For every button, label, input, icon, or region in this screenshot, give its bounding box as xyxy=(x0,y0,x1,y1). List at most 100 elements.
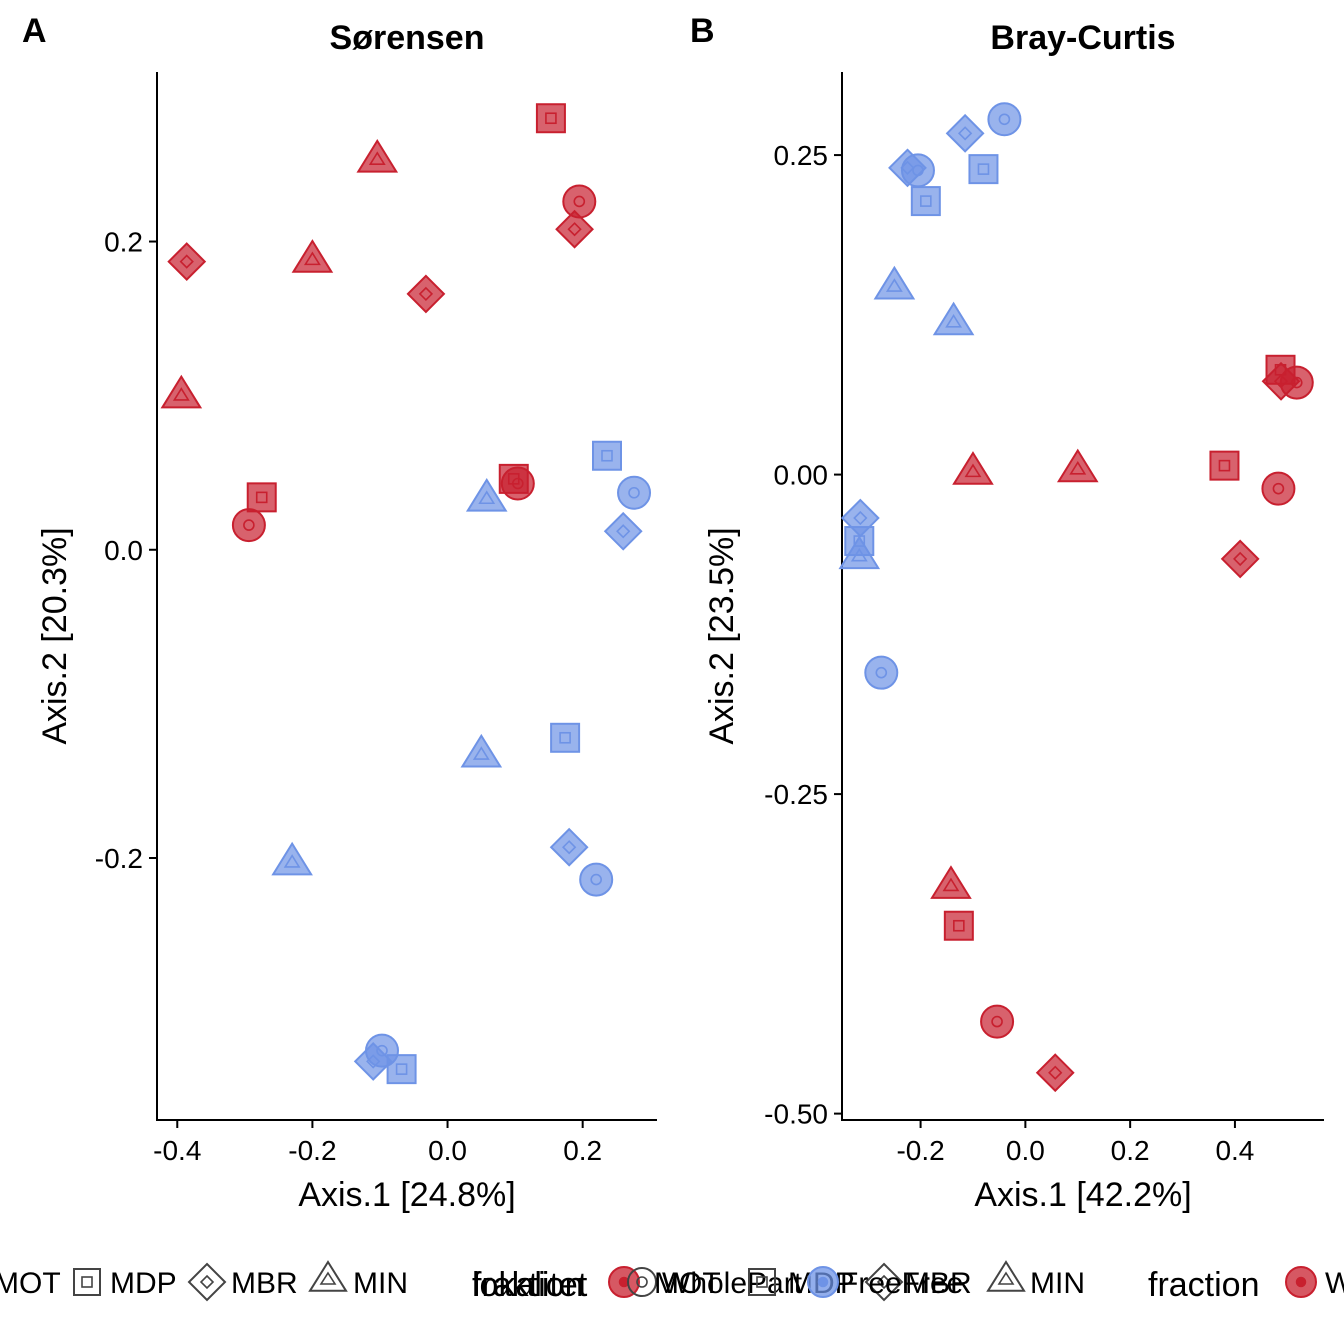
marker-fill xyxy=(618,477,650,509)
marker-fill xyxy=(233,509,265,541)
data-point-mot-free xyxy=(580,864,612,896)
key-inner xyxy=(321,1273,335,1284)
key-inner xyxy=(999,1273,1013,1284)
marker-fill xyxy=(580,864,612,896)
marker-fill xyxy=(988,103,1020,135)
x-tick-label: 0.0 xyxy=(428,1135,467,1166)
panel-b: B Bray-Curtis -0.2 0.0 0.2 0.4 -0.50 -0.25 0.00 0… xyxy=(690,12,1324,1214)
data-point-mdp-whole xyxy=(945,912,973,940)
key-outer xyxy=(310,1262,346,1291)
panel-title: Bray-Curtis xyxy=(990,19,1175,57)
panel-tag: B xyxy=(690,12,715,50)
marker-fill xyxy=(358,141,396,172)
marker-fill xyxy=(935,303,973,334)
data-point-mot-whole xyxy=(981,1006,1013,1038)
legend-label-min: MIN xyxy=(353,1267,408,1300)
legend-label-mbr: MBR xyxy=(231,1267,298,1300)
data-point-min-whole xyxy=(358,141,396,172)
marker-fill xyxy=(563,185,595,217)
x-axis-title: Axis.1 [24.8%] xyxy=(298,1176,515,1214)
y-axis-title: Axis.2 [20.3%] xyxy=(36,527,74,744)
data-point-mot-free xyxy=(618,477,650,509)
key-outer xyxy=(189,1264,225,1300)
key-outer xyxy=(74,1269,100,1295)
y-tick-label: -0.50 xyxy=(764,1099,828,1130)
x-tick-label: 0.0 xyxy=(1006,1135,1045,1166)
legend-key-mdp xyxy=(74,1269,100,1295)
data-point-mot-free xyxy=(988,103,1020,135)
data-point-min-whole xyxy=(162,377,200,408)
marker-fill xyxy=(945,912,973,940)
marker-fill xyxy=(408,276,444,312)
marker-fill xyxy=(912,187,940,215)
marker-fill xyxy=(1210,452,1238,480)
key-inner xyxy=(201,1276,213,1288)
data-point-mdp-free xyxy=(388,1055,416,1083)
data-point-min-free xyxy=(273,844,311,875)
panel-tag: A xyxy=(22,12,47,50)
legend-title-fraction: fraction xyxy=(1148,1266,1260,1304)
y-axis-title: Axis.2 [23.5%] xyxy=(703,527,741,744)
data-points xyxy=(840,103,1312,1090)
marker-fill xyxy=(865,657,897,689)
marker-fill xyxy=(875,268,913,299)
data-point-mbr-free xyxy=(605,513,641,549)
marker-fill xyxy=(1037,1055,1073,1091)
legend-label-mot-overlap: MOT xyxy=(654,1267,721,1300)
x-tick-label: 0.4 xyxy=(1215,1135,1254,1166)
marker-fill xyxy=(1262,473,1294,505)
legend-label-whole: Whole xyxy=(1325,1267,1344,1300)
y-tick-label: 0.0 xyxy=(104,535,143,566)
legend-key-min xyxy=(310,1262,346,1291)
marker-fill xyxy=(947,115,983,151)
data-point-min-free xyxy=(462,736,500,767)
data-point-mdp-free xyxy=(969,155,997,183)
y-tick-label: 0.2 xyxy=(104,227,143,258)
marker-fill xyxy=(273,844,311,875)
data-point-mot-whole xyxy=(502,467,534,499)
key-inner xyxy=(1297,1278,1306,1287)
data-point-min-whole xyxy=(1059,450,1097,481)
legend-key-min-overlap xyxy=(988,1262,1024,1291)
data-point-mdp-free xyxy=(912,187,940,215)
data-point-mbr-free xyxy=(947,115,983,151)
data-point-mbr-whole xyxy=(1037,1055,1073,1091)
data-point-min-free xyxy=(935,303,973,334)
legend-key-free-overlap xyxy=(808,1267,838,1297)
marker-fill xyxy=(954,453,992,484)
y-tick-label: -0.2 xyxy=(95,843,143,874)
x-tick-label: -0.4 xyxy=(153,1135,201,1166)
marker-fill xyxy=(502,467,534,499)
legend-key-whole xyxy=(1286,1267,1316,1297)
legend-label-mdp: MDP xyxy=(110,1267,177,1300)
marker-fill xyxy=(293,241,331,272)
legend-label-min-overlap: MIN xyxy=(1030,1267,1085,1300)
y-tick-label: 0.25 xyxy=(774,140,829,171)
data-point-mot-free xyxy=(865,657,897,689)
data-point-mdp-whole xyxy=(1210,452,1238,480)
marker-fill xyxy=(388,1055,416,1083)
x-tick-label: -0.2 xyxy=(896,1135,944,1166)
marker-fill xyxy=(1222,541,1258,577)
y-tick-label: -0.25 xyxy=(764,779,828,810)
data-point-min-whole xyxy=(932,867,970,898)
marker-fill xyxy=(248,483,276,511)
x-tick-label: -0.2 xyxy=(288,1135,336,1166)
marker-fill xyxy=(969,155,997,183)
data-point-mot-whole xyxy=(1262,473,1294,505)
data-point-mdp-whole xyxy=(537,104,565,132)
marker-fill xyxy=(551,829,587,865)
data-point-mot-whole xyxy=(1281,367,1313,399)
marker-fill xyxy=(169,244,205,280)
data-point-min-whole xyxy=(293,241,331,272)
legend-title-fraktion: fraktion xyxy=(472,1266,584,1304)
data-point-mbr-whole xyxy=(169,244,205,280)
marker-fill xyxy=(932,867,970,898)
marker-fill xyxy=(551,724,579,752)
panel-a: A Sørensen -0.4 -0.2 0.0 0.2 -0.2 0.0 0.2 Axis.1 … xyxy=(22,12,657,1214)
data-point-mbr-whole xyxy=(408,276,444,312)
legend-key-mbr xyxy=(189,1264,225,1300)
marker-fill xyxy=(902,154,934,186)
marker-fill xyxy=(462,736,500,767)
